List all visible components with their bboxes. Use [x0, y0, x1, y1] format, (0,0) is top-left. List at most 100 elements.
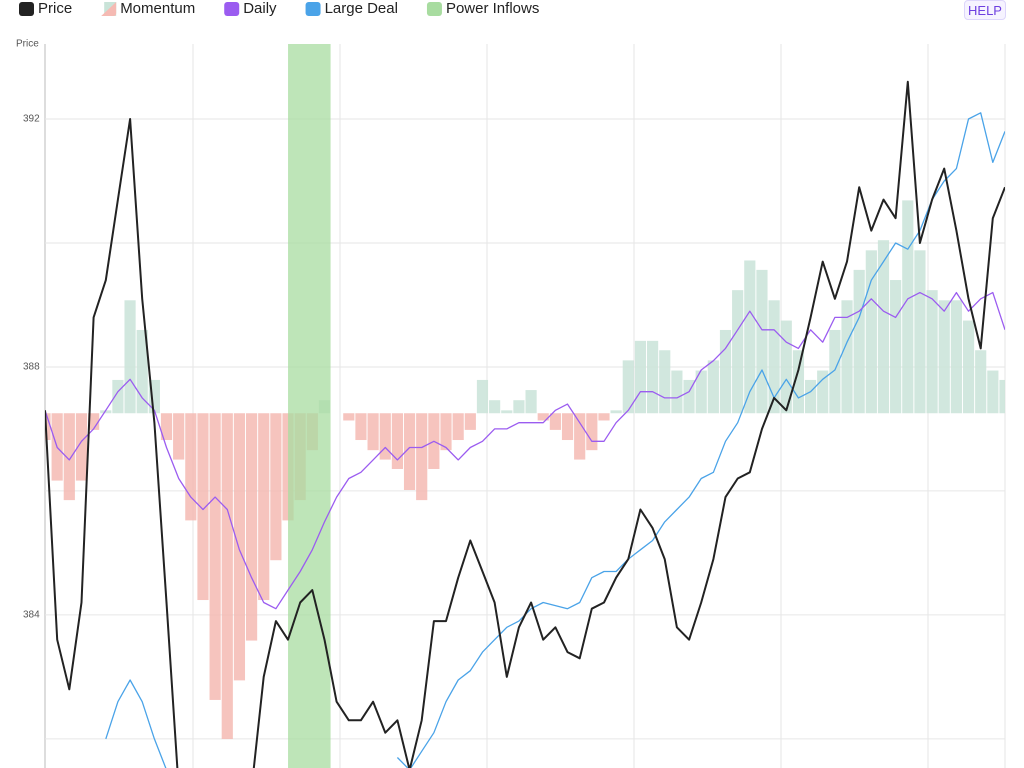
plot-area	[45, 44, 1005, 768]
momentum-bar	[112, 379, 124, 414]
legend-item: Price	[19, 0, 72, 17]
momentum-bar	[513, 400, 525, 414]
momentum-bar	[938, 300, 950, 414]
momentum-bar	[561, 413, 574, 441]
momentum-bar	[136, 329, 148, 414]
y-tick-label: 384	[23, 610, 40, 621]
legend-item: Momentum	[101, 0, 195, 17]
momentum-bar	[829, 329, 841, 414]
legend-label: Price	[38, 0, 72, 17]
momentum-bar	[962, 320, 975, 414]
momentum-bar	[549, 413, 561, 430]
momentum-bar	[586, 413, 598, 451]
momentum-bar	[647, 340, 659, 414]
help-button[interactable]: HELP	[964, 0, 1006, 20]
momentum-bar	[890, 280, 902, 414]
momentum-bar	[391, 413, 403, 469]
momentum-bar	[525, 390, 537, 414]
momentum-bar	[926, 290, 938, 414]
momentum-bar	[914, 250, 926, 414]
momentum-bar	[683, 379, 695, 414]
series-line	[45, 80, 1005, 768]
momentum-bar	[245, 413, 258, 641]
momentum-bar	[75, 413, 88, 481]
momentum-bar	[173, 413, 185, 460]
momentum-bar	[379, 413, 391, 460]
legend-label: Power Inflows	[446, 0, 539, 17]
y-tick-label: 388	[23, 362, 40, 373]
momentum-bar	[209, 413, 221, 700]
momentum-bar	[768, 300, 780, 414]
momentum-bar	[367, 413, 379, 451]
momentum-bar	[987, 370, 999, 414]
momentum-bar	[63, 413, 75, 501]
momentum-bar	[999, 379, 1005, 414]
power-inflow-band	[288, 44, 331, 768]
momentum-bar	[950, 300, 962, 414]
momentum-bar	[744, 260, 756, 414]
momentum-bar	[804, 379, 817, 414]
momentum-bar	[233, 413, 246, 681]
series-line	[105, 112, 1005, 768]
momentum-bar	[610, 410, 622, 414]
momentum-bar	[841, 300, 853, 414]
momentum-bar	[975, 350, 987, 414]
momentum-bar	[659, 350, 671, 414]
momentum-bar	[258, 413, 270, 601]
momentum-bar	[476, 379, 489, 414]
momentum-bar	[780, 320, 792, 414]
momentum-bar	[270, 413, 282, 561]
momentum-bar	[865, 250, 877, 414]
momentum-bar	[537, 413, 549, 421]
legend-swatch	[426, 2, 442, 16]
legend-label: Daily	[243, 0, 277, 17]
momentum-bar	[452, 413, 464, 441]
legend-label: Large Deal	[325, 0, 398, 17]
momentum-bar	[440, 413, 452, 451]
momentum-bar	[732, 290, 744, 414]
momentum-bar	[634, 340, 647, 414]
momentum-bar	[719, 329, 732, 414]
y-axis-label: Price	[16, 39, 39, 50]
momentum-bar	[185, 413, 197, 521]
momentum-bar	[853, 269, 865, 414]
momentum-bar	[355, 413, 367, 441]
momentum-bar	[416, 413, 428, 501]
series-line	[45, 291, 1005, 610]
legend-swatch	[19, 2, 34, 16]
momentum-bar	[501, 410, 513, 414]
momentum-bar	[756, 269, 768, 414]
legend-swatch	[224, 2, 240, 16]
legend-item: Daily	[224, 0, 277, 17]
legend-swatch	[101, 2, 117, 16]
momentum-bar	[343, 413, 355, 421]
legend-item: Power Inflows	[426, 0, 539, 17]
momentum-bar	[45, 413, 51, 441]
momentum-bar	[574, 413, 586, 460]
momentum-bar	[221, 413, 233, 740]
momentum-bar	[489, 400, 501, 414]
momentum-bar	[160, 413, 173, 441]
momentum-bar	[902, 200, 914, 414]
legend-label: Momentum	[120, 0, 195, 17]
momentum-bar	[817, 370, 829, 414]
momentum-bar	[148, 379, 160, 414]
momentum-bar	[622, 360, 634, 414]
momentum-bar	[707, 360, 719, 414]
momentum-bars	[45, 200, 1005, 740]
momentum-bar	[877, 240, 890, 414]
momentum-bar	[124, 300, 136, 414]
momentum-bar	[695, 370, 707, 414]
momentum-bar	[403, 413, 416, 490]
momentum-bar	[792, 350, 805, 414]
momentum-bar	[598, 413, 610, 421]
legend-item: Large Deal	[305, 0, 398, 17]
momentum-bar	[671, 370, 683, 414]
momentum-bar	[88, 413, 100, 430]
momentum-bar	[100, 410, 112, 414]
y-tick-label: 392	[23, 114, 40, 125]
legend-swatch	[305, 2, 321, 16]
momentum-bar	[197, 413, 209, 601]
momentum-bar	[464, 413, 476, 430]
